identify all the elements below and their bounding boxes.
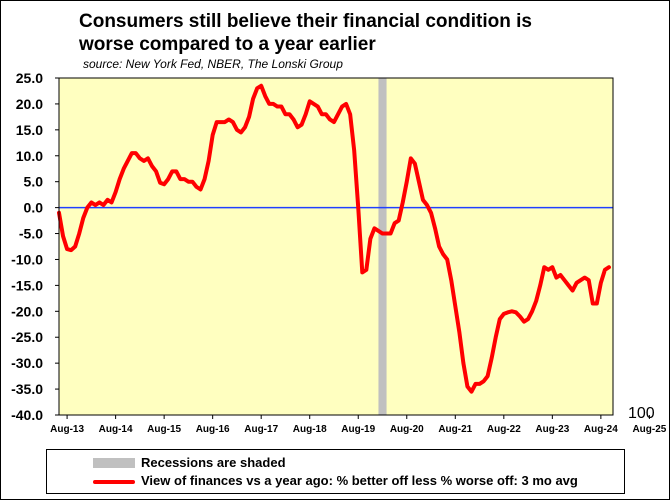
chart-source: source: New York Fed, NBER, The Lonski G… bbox=[83, 57, 343, 71]
x-tick-label: Aug-21 bbox=[438, 424, 472, 435]
y-tick-label: 25.0 bbox=[16, 70, 43, 86]
legend: Recessions are shaded View of finances v… bbox=[46, 449, 625, 494]
x-tick-label: Aug-20 bbox=[390, 424, 424, 435]
y-tick-label: -5.0 bbox=[19, 226, 43, 242]
legend-swatch-series bbox=[93, 480, 135, 484]
x-tick-label: Aug-23 bbox=[535, 424, 569, 435]
y-tick-label: 10.0 bbox=[16, 148, 43, 164]
x-tick-label: Aug-25 bbox=[632, 424, 666, 435]
x-tick-label: Aug-18 bbox=[293, 424, 327, 435]
y-tick-label: -10.0 bbox=[11, 251, 43, 267]
x-tick-label: Aug-19 bbox=[341, 424, 375, 435]
y-tick-label: 20.0 bbox=[16, 96, 43, 112]
y-tick-label: 0.0 bbox=[24, 200, 44, 216]
secondary-axis-label: 100 bbox=[628, 405, 655, 422]
x-tick-label: Aug-22 bbox=[487, 424, 521, 435]
chart-title-line2: worse compared to a year earlier bbox=[79, 34, 376, 55]
y-tick-label: -35.0 bbox=[11, 381, 43, 397]
recession-band bbox=[378, 78, 387, 415]
y-tick-label: -25.0 bbox=[11, 329, 43, 345]
x-tick-label: Aug-24 bbox=[584, 424, 618, 435]
x-tick-label: Aug-15 bbox=[147, 424, 181, 435]
legend-swatch-recession bbox=[93, 458, 135, 468]
y-tick-label: -15.0 bbox=[11, 277, 43, 293]
plot-area bbox=[58, 77, 614, 416]
y-tick-label: -20.0 bbox=[11, 303, 43, 319]
chart-title-line1: Consumers still believe their financial … bbox=[79, 11, 532, 32]
x-tick-label: Aug-14 bbox=[99, 424, 133, 435]
plot-border bbox=[58, 77, 614, 416]
legend-label-recession: Recessions are shaded bbox=[141, 455, 286, 470]
x-tick-label: Aug-16 bbox=[196, 424, 230, 435]
x-tick-label: Aug-17 bbox=[244, 424, 278, 435]
x-tick-label: Aug-13 bbox=[50, 424, 84, 435]
legend-label-series: View of finances vs a year ago: % better… bbox=[141, 473, 578, 488]
y-tick-label: -30.0 bbox=[11, 355, 43, 371]
y-tick-label: -40.0 bbox=[11, 407, 43, 423]
y-tick-label: 5.0 bbox=[24, 174, 44, 190]
y-tick-label: 15.0 bbox=[16, 122, 43, 138]
series-line bbox=[57, 83, 611, 394]
